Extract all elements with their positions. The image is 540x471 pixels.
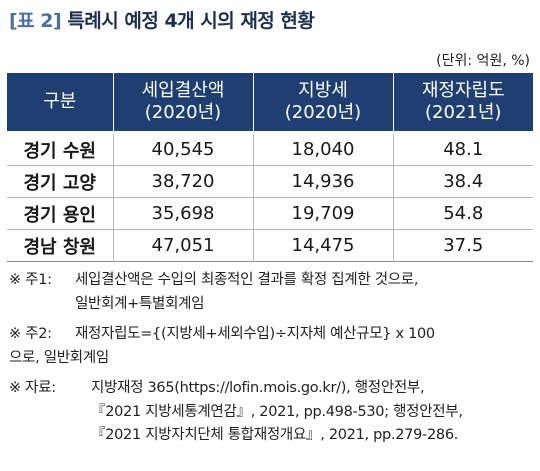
row-fiscal-independence: 37.5: [392, 229, 533, 262]
row-city: 경기 고양: [7, 165, 113, 198]
table-title-text: 특례시 예정 4개 시의 재정 현황: [67, 10, 315, 32]
table-row: 경기 용인 35,698 19,709 54.8: [7, 197, 533, 230]
table-title: [표 2] 특례시 예정 4개 시의 재정 현황: [9, 6, 315, 33]
row-local-tax: 14,936: [252, 165, 393, 198]
note-line: 일반회계+특별회계임: [75, 295, 205, 312]
source-line: 지방재정 365(https://lofin.mois.go.kr/), 행정안…: [91, 380, 425, 396]
source-note: ※ 자료: 지방재정 365(https://lofin.mois.go.kr/…: [9, 377, 535, 448]
row-revenue: 40,545: [112, 132, 253, 166]
note-2: ※ 주2: 재정자립도={(지방세+세외수입)÷지자체 예산규모} x 100 …: [9, 323, 535, 370]
source-mark: ※ 자료:: [9, 380, 56, 396]
table-row: 경기 수원 40,545 18,040 48.1: [7, 132, 533, 166]
row-city: 경기 수원: [23, 140, 96, 162]
row-city: 경남 창원: [7, 229, 113, 262]
note-line: 재정자립도={(지방세+세외수입)÷지자체 예산규모} x 100: [75, 326, 435, 342]
finance-table: 구분 세입결산액 (2020년) 지방세 (2020년) 재정자립도 (2021…: [7, 73, 533, 262]
header-revenue-settlement: 세입결산액 (2020년): [112, 73, 253, 134]
table-row: 경남 창원 47,051 14,475 37.5: [7, 229, 533, 262]
row-fiscal-independence: 48.1: [392, 132, 533, 166]
row-revenue: 47,051: [112, 229, 253, 262]
row-fiscal-independence: 54.8: [392, 197, 533, 230]
note-mark: ※ 주2:: [9, 326, 52, 342]
table-notes: ※ 주1: 세입결산액은 수입의 최종적인 결과를 확정 집계한 것으로, 일반…: [9, 269, 535, 448]
row-city: 경기 용인: [7, 197, 113, 230]
header-local-tax: 지방세 (2020년): [252, 73, 393, 134]
note-1: ※ 주1: 세입결산액은 수입의 최종적인 결과를 확정 집계한 것으로, 일반…: [9, 269, 535, 316]
source-line: 『2021 지방자치단체 통합재정개요』, 2021, pp.279-286.: [91, 427, 459, 443]
table-number-tag: [표 2]: [9, 10, 62, 32]
note-mark: ※ 주1:: [9, 272, 52, 288]
header-fiscal-independence: 재정자립도 (2021년): [392, 73, 533, 134]
header-category: 구분: [7, 73, 113, 134]
row-revenue: 38,720: [112, 165, 253, 198]
row-local-tax: 18,040: [252, 132, 393, 166]
row-local-tax: 14,475: [252, 229, 393, 262]
row-fiscal-independence: 38.4: [392, 165, 533, 198]
note-line: 으로, 일반회계임: [9, 349, 109, 366]
source-line: 『2021 지방세통계연감』, 2021, pp.498-530; 행정안전부,: [91, 403, 463, 420]
table-row: 경기 고양 38,720 14,936 38.4: [7, 165, 533, 198]
row-revenue: 35,698: [112, 197, 253, 230]
note-line: 세입결산액은 수입의 최종적인 결과를 확정 집계한 것으로,: [75, 272, 419, 288]
table-header-row: 구분 세입결산액 (2020년) 지방세 (2020년) 재정자립도 (2021…: [7, 73, 533, 134]
unit-label: (단위: 억원, %): [436, 53, 530, 69]
row-local-tax: 19,709: [252, 197, 393, 230]
